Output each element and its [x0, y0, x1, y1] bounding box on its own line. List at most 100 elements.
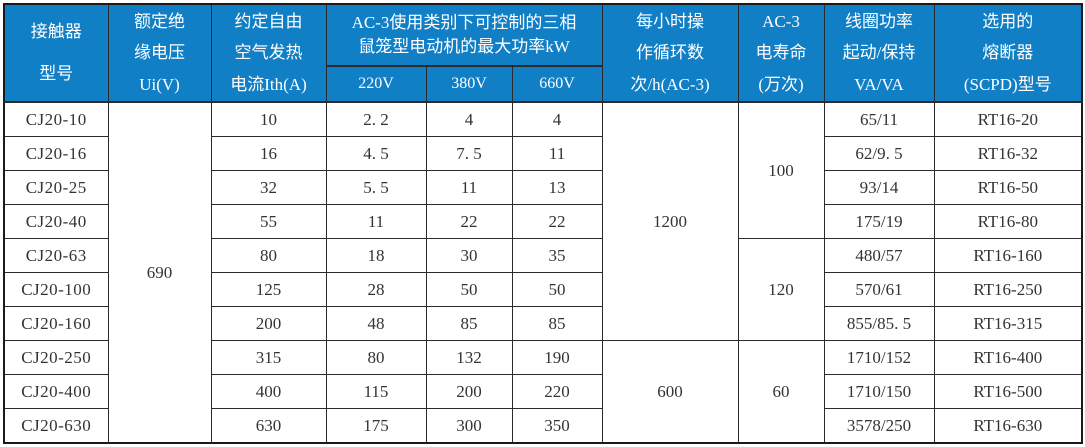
cell-ith: 125: [210, 272, 327, 307]
cell-ith: 630: [210, 408, 327, 444]
cell-fuse: RT16-32: [933, 136, 1083, 171]
cell-fuse: RT16-20: [933, 101, 1083, 137]
header-line: 鼠笼型电动机的最大功率kW: [358, 37, 570, 56]
header-220v: 220V: [325, 65, 427, 103]
header-line: 额定绝: [134, 11, 185, 31]
header-line: 选用的: [982, 11, 1034, 31]
table-row: CJ20-16 16 4. 5 7. 5 11 62/9. 5 RT16-32: [3, 136, 1083, 171]
header-line: 次/h(AC-3): [630, 74, 710, 94]
cell-life-120: 120: [737, 238, 825, 341]
cell-fuse: RT16-400: [933, 340, 1083, 375]
cell-fuse: RT16-630: [933, 408, 1083, 444]
header-line: 起动/保持: [842, 43, 916, 63]
cell-coil-power: 570/61: [823, 272, 935, 307]
header-line: 型号: [39, 64, 74, 83]
header-line: 每小时操: [636, 11, 705, 31]
cell-coil-power: 93/14: [823, 170, 935, 205]
table-row: CJ20-40 55 11 22 22 175/19 RT16-80: [3, 204, 1083, 239]
header-line: 电寿命: [755, 43, 807, 63]
cell-power-660v: 190: [511, 340, 603, 375]
cell-cycles-600: 600: [601, 340, 739, 444]
cell-model: CJ20-25: [3, 170, 109, 205]
cell-power-380v: 300: [425, 408, 513, 444]
cell-power-220v: 11: [325, 204, 427, 239]
header-line: VA/VA: [854, 74, 904, 94]
cell-ith: 200: [210, 306, 327, 341]
header-line: 作循环数: [636, 43, 705, 63]
cell-model: CJ20-40: [3, 204, 109, 239]
cell-ith: 55: [210, 204, 327, 239]
cell-model: CJ20-250: [3, 340, 109, 375]
cell-power-380v: 132: [425, 340, 513, 375]
cell-ith: 10: [210, 101, 327, 137]
header-line: AC-3: [762, 11, 800, 31]
header-380v: 380V: [425, 65, 513, 103]
cell-power-660v: 4: [511, 101, 603, 137]
header-line: 空气发热: [234, 43, 303, 63]
header-line: (SCPD)型号: [963, 74, 1052, 94]
cell-power-660v: 11: [511, 136, 603, 171]
cell-cycles-1200: 1200: [601, 101, 739, 341]
cell-power-380v: 85: [425, 306, 513, 341]
header-660v: 660V: [511, 65, 603, 103]
table-row: CJ20-25 32 5. 5 11 13 93/14 RT16-50: [3, 170, 1083, 205]
header-line: (万次): [758, 74, 804, 94]
cell-model: CJ20-100: [3, 272, 109, 307]
cell-fuse: RT16-500: [933, 374, 1083, 409]
cell-model: CJ20-10: [3, 101, 109, 137]
cell-power-380v: 200: [425, 374, 513, 409]
cell-life-100: 100: [737, 101, 825, 239]
cell-power-220v: 4. 5: [325, 136, 427, 171]
cell-model: CJ20-16: [3, 136, 109, 171]
cell-power-220v: 2. 2: [325, 101, 427, 137]
cell-power-660v: 22: [511, 204, 603, 239]
header-fuse-type: 选用的 熔断器 (SCPD)型号: [933, 3, 1083, 103]
cell-power-220v: 80: [325, 340, 427, 375]
cell-power-660v: 220: [511, 374, 603, 409]
cell-model: CJ20-63: [3, 238, 109, 273]
cell-fuse: RT16-80: [933, 204, 1083, 239]
cell-coil-power: 3578/250: [823, 408, 935, 444]
cell-coil-power: 480/57: [823, 238, 935, 273]
cell-ith: 315: [210, 340, 327, 375]
cell-power-380v: 30: [425, 238, 513, 273]
cell-power-660v: 13: [511, 170, 603, 205]
header-line: 熔断器: [982, 43, 1034, 63]
cell-coil-power: 175/19: [823, 204, 935, 239]
cell-ith: 400: [210, 374, 327, 409]
cell-power-380v: 7. 5: [425, 136, 513, 171]
table-row: CJ20-250 315 80 132 190 600 60 1710/152 …: [3, 340, 1083, 444]
cell-power-220v: 28: [325, 272, 427, 307]
cell-model: CJ20-160: [3, 306, 109, 341]
header-rated-insulation-voltage: 额定绝 缘电压 Ui(V): [107, 3, 212, 103]
cell-power-220v: 5. 5: [325, 170, 427, 205]
spec-table: 接触器 型号 额定绝 缘电压 Ui(V) 约定自由 空气发热 电流Ith(A) …: [3, 3, 1084, 444]
cell-fuse: RT16-250: [933, 272, 1083, 307]
header-line: 线圈功率: [845, 11, 914, 31]
cell-coil-power: 65/11: [823, 101, 935, 137]
cell-power-660v: 50: [511, 272, 603, 307]
cell-coil-power: 1710/152: [823, 340, 935, 375]
table-row: CJ20-10 690 10 2. 2 4 4 1200 100 65/11 R…: [3, 101, 1083, 444]
table-row: CJ20-630 630 175 300 350 3578/250 RT16-6…: [3, 408, 1083, 444]
header-line: 约定自由: [234, 11, 303, 31]
cell-rated-insulation-voltage: 690: [107, 101, 212, 444]
cell-ith: 16: [210, 136, 327, 171]
table-row: CJ20-400 400 115 200 220 1710/150 RT16-5…: [3, 374, 1083, 409]
header-line: Ui(V): [139, 74, 180, 94]
cell-power-380v: 11: [425, 170, 513, 205]
cell-power-660v: 85: [511, 306, 603, 341]
header-line: AC-3使用类别下可控制的三相: [351, 13, 577, 33]
cell-power-660v: 350: [511, 408, 603, 444]
header-operating-cycles: 每小时操 作循环数 次/h(AC-3): [601, 3, 739, 103]
cell-power-380v: 50: [425, 272, 513, 307]
cell-fuse: RT16-160: [933, 238, 1083, 273]
cell-ith: 80: [210, 238, 327, 273]
cell-model: CJ20-400: [3, 374, 109, 409]
cell-ith: 32: [210, 170, 327, 205]
cell-power-220v: 175: [325, 408, 427, 444]
cell-model: CJ20-630: [3, 408, 109, 444]
header-line: 电流Ith(A): [230, 74, 307, 94]
table-body: CJ20-10 690 10 2. 2 4 4 1200 100 65/11 R…: [3, 101, 1083, 444]
